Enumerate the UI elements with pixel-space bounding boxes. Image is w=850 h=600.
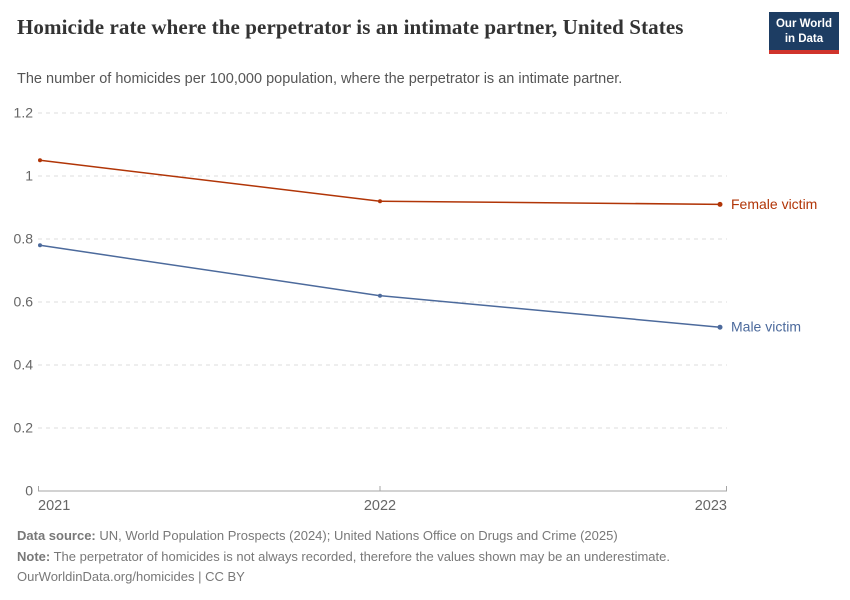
owid-logo-line1: Our World	[775, 18, 832, 30]
license-suffix: | CC BY	[194, 569, 245, 584]
y-tick-label: 0.4	[14, 357, 34, 373]
line-chart: 0 0.2 0.4 0.6 0.8 1 1.2 2021 2022 2023 Female vict…	[14, 105, 818, 515]
y-tick-label: 1	[25, 168, 33, 184]
series-line-female-victim	[39, 159, 721, 206]
page-title: Homicide rate where the perpetrator is a…	[17, 15, 684, 39]
x-tick-label: 2022	[364, 498, 396, 514]
y-tick-label: 0.6	[14, 294, 34, 310]
owid-url-link[interactable]: OurWorldinData.org/homicides	[17, 569, 195, 584]
footer-license-line: OurWorldinData.org/homicides | CC BY	[17, 567, 670, 588]
data-point-male-victim	[38, 243, 42, 248]
x-tick-label: 2023	[695, 498, 727, 514]
datasource-text: UN, World Population Prospects (2024); U…	[95, 528, 618, 543]
y-tick-label: 1.2	[14, 105, 34, 121]
y-tick-label: 0	[25, 483, 33, 499]
data-point-male-victim	[378, 293, 382, 298]
datasource-label: Data source:	[17, 528, 96, 543]
x-tick-label: 2021	[38, 498, 70, 514]
chart-subtitle: The number of homicides per 100,000 popu…	[17, 71, 623, 87]
note-text: The perpetrator of homicides is not alwa…	[50, 548, 670, 564]
chart-footer: Data source: UN, World Population Prospe…	[17, 526, 670, 588]
footer-datasource-line: Data source: UN, World Population Prospe…	[17, 526, 670, 547]
footer-note-line: Note: The perpetrator of homicides is no…	[17, 547, 670, 568]
data-point-female-victim	[38, 158, 42, 163]
series-line-male-victim	[39, 244, 721, 328]
series-end-label-female-victim: Female victim	[731, 196, 817, 212]
data-point-female-victim	[378, 199, 382, 204]
owid-logo[interactable]: Our World in Data	[768, 12, 839, 54]
y-tick-label: 0.8	[14, 231, 34, 247]
y-tick-label: 0.2	[14, 420, 34, 436]
owid-logo-line2: in Data	[784, 32, 824, 45]
data-point-female-victim	[717, 201, 723, 207]
data-point-male-victim	[717, 324, 723, 330]
series-end-label-male-victim: Male victim	[731, 319, 801, 335]
note-label: Note:	[17, 548, 51, 564]
